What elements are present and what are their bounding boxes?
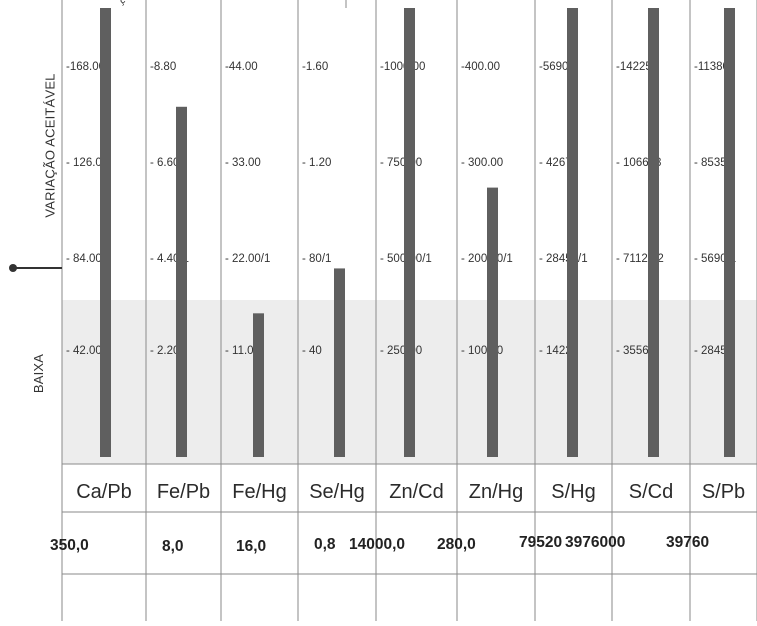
scale-tick-label: -1.60 [302,61,328,73]
scale-tick-label: -8.80 [150,61,176,73]
bar [567,8,578,457]
scale-tick-label: -168.00 [66,61,105,73]
scale-tick-label: - 28450/1 [539,253,588,265]
scale-tick-label: - 11.00 [225,345,260,357]
acceptable-range-label: VARIAÇÃO ACEITÁVEL [42,73,58,218]
scale-tick-label: - 2.20 [150,345,179,357]
ratio-pointer-dot [9,264,17,272]
scale-tick-label: -44.00 [225,61,258,73]
bar [100,8,111,457]
category-label: Fe/Hg [232,481,286,503]
scale-tick-label: -11380 [694,61,729,73]
value-label: 39760 [666,534,709,551]
scale-tick-label: - 2845 [694,345,727,357]
scale-tick-label: - 6.60 [150,157,179,169]
scale-tick-label: -400.00 [461,61,500,73]
scale-tick-label: - 80/1 [302,253,331,265]
scale-tick-label: -142251 [616,61,658,73]
scale-tick-label: - 250.00 [380,345,422,357]
category-label: S/Pb [702,481,745,503]
category-label: S/Hg [551,481,595,503]
bar [404,8,415,457]
category-label: Ca/Pb [76,481,132,503]
scale-tick-label: - 200.00/1 [461,253,513,265]
category-label: S/Cd [629,481,673,503]
value-label: 16,0 [236,538,266,555]
category-label: Fe/Pb [157,481,210,503]
scale-tick-label: - 300.00 [461,157,503,169]
bar [176,106,187,457]
bar [724,8,735,457]
scale-tick-label: - 1.20 [302,157,331,169]
scale-tick-label: - 35563 [616,345,655,357]
value-label: 14000,0 [349,536,405,553]
low-range-label: BAIXA [31,353,47,394]
scale-tick-label: -56900 [539,61,575,73]
scale-tick-label: - 22.00/1 [225,253,270,265]
scale-tick-label: - 40 [302,345,322,357]
value-label: 350,0 [50,537,89,554]
scale-tick-label: - 126.00 [66,157,108,169]
header-fragment: ç [120,0,126,6]
bar [487,187,498,457]
value-label: 8,0 [162,538,184,555]
value-label: 79520 [519,534,562,551]
scale-tick-label: -1000.00 [380,61,425,73]
scale-tick-label: - 42.00 [66,345,102,357]
value-label: 3976000 [565,534,625,551]
bar [648,8,659,457]
bar [253,313,264,457]
value-label: 280,0 [437,536,476,553]
scale-tick-label: - 750.00 [380,157,422,169]
bar [334,268,345,457]
scale-tick-label: - 8535 [694,157,727,169]
category-label: Zn/Hg [469,481,523,503]
value-label: 0,8 [314,536,336,553]
ratio-pointer-line [16,267,62,269]
scale-tick-label: - 33.00 [225,157,261,169]
category-label: Zn/Cd [389,481,443,503]
category-label: Se/Hg [309,481,365,503]
